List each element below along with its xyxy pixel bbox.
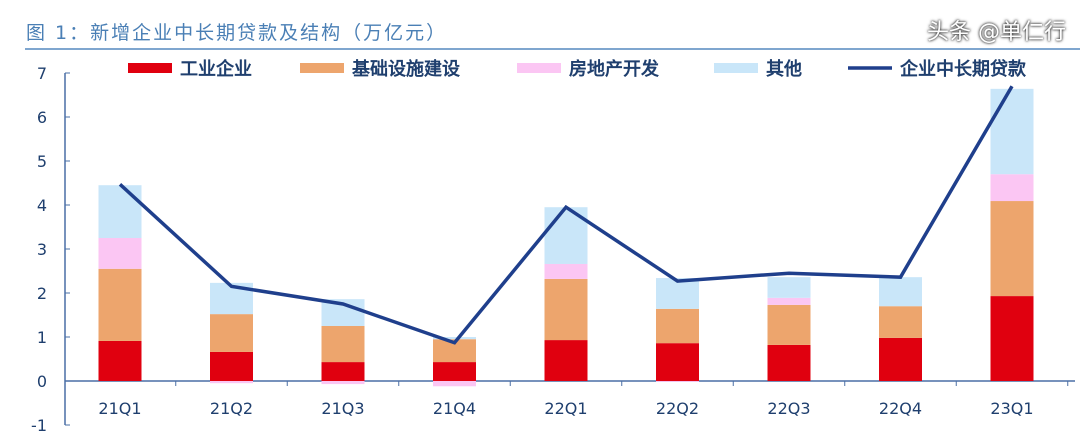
- x-tick-label: 22Q1: [544, 399, 587, 418]
- x-tick-label: 21Q4: [433, 399, 476, 418]
- bar-工业企业-22Q4: [879, 337, 922, 381]
- bar-工业企业-22Q3: [767, 344, 811, 381]
- legend-swatch: [300, 63, 344, 73]
- y-tick-label: 3: [37, 240, 47, 259]
- bar-其他-21Q4: [433, 337, 476, 340]
- x-tick-label: 22Q3: [767, 399, 810, 418]
- legend-label: 房地产开发: [569, 58, 660, 80]
- bar-其他-22Q2: [656, 278, 699, 309]
- x-tick-label: 22Q4: [879, 399, 922, 418]
- bar-工业企业-21Q1: [98, 340, 142, 381]
- bar-工业企业-22Q1: [544, 340, 588, 381]
- bar-房地产开发-21Q1: [98, 238, 142, 269]
- bar-工业企业-21Q2: [210, 351, 253, 381]
- y-tick-label: 5: [37, 152, 47, 171]
- y-tick-label: 4: [37, 196, 47, 215]
- bar-其他-23Q1: [990, 88, 1034, 175]
- bar-其他-22Q3: [767, 277, 811, 298]
- legend-swatch: [714, 63, 758, 73]
- bar-房地产开发-23Q1: [990, 174, 1034, 202]
- bar-房地产开发-21Q2: [210, 381, 253, 384]
- y-tick-label: 0: [37, 372, 47, 391]
- x-tick-label: 23Q1: [990, 399, 1033, 418]
- y-tick-label: -1: [31, 416, 47, 435]
- chart-title: 图 1：新增企业中长期贷款及结构（万亿元）: [26, 22, 448, 44]
- bar-基础设施建设-21Q3: [321, 326, 365, 363]
- bar-工业企业-22Q2: [656, 343, 699, 381]
- bar-基础设施建设-23Q1: [990, 201, 1034, 297]
- bar-基础设施建设-21Q2: [210, 314, 253, 352]
- bar-工业企业-23Q1: [990, 296, 1034, 381]
- bar-基础设施建设-22Q3: [767, 304, 811, 345]
- bar-基础设施建设-22Q2: [656, 308, 699, 344]
- legend-label: 其他: [766, 58, 802, 80]
- bar-房地产开发-21Q3: [321, 381, 365, 385]
- y-tick-label: 7: [37, 64, 47, 83]
- line-series: [118, 85, 1014, 345]
- bar-基础设施建设-21Q4: [433, 339, 476, 363]
- bar-基础设施建设-22Q4: [879, 306, 922, 338]
- legend-swatch: [517, 63, 561, 73]
- legend-label: 基础设施建设: [351, 58, 460, 80]
- y-tick-label: 2: [37, 284, 47, 303]
- bar-工业企业-21Q4: [433, 362, 476, 381]
- bar-基础设施建设-22Q1: [544, 278, 588, 341]
- legend-swatch: [128, 63, 172, 73]
- legend-label: 工业企业: [180, 58, 252, 80]
- x-tick-label: 22Q2: [656, 399, 699, 418]
- bar-工业企业-21Q3: [321, 362, 365, 381]
- watermark: 头条 @单仁行: [927, 20, 1066, 45]
- y-tick-label: 1: [37, 328, 47, 347]
- bar-其他-21Q1: [98, 185, 142, 238]
- bar-基础设施建设-21Q1: [98, 268, 142, 341]
- legend-label: 企业中长期贷款: [899, 58, 1027, 80]
- x-tick-label: 21Q2: [210, 399, 253, 418]
- x-tick-label: 21Q3: [321, 399, 364, 418]
- bar-房地产开发-21Q4: [433, 381, 476, 387]
- title-divider: [25, 48, 1080, 50]
- x-tick-label: 21Q1: [98, 399, 141, 418]
- bar-房地产开发-22Q3: [767, 297, 811, 305]
- bar-房地产开发-22Q2: [656, 381, 699, 382]
- bar-其他-22Q4: [879, 277, 922, 307]
- bar-房地产开发-22Q1: [544, 263, 588, 279]
- y-tick-label: 6: [37, 108, 47, 127]
